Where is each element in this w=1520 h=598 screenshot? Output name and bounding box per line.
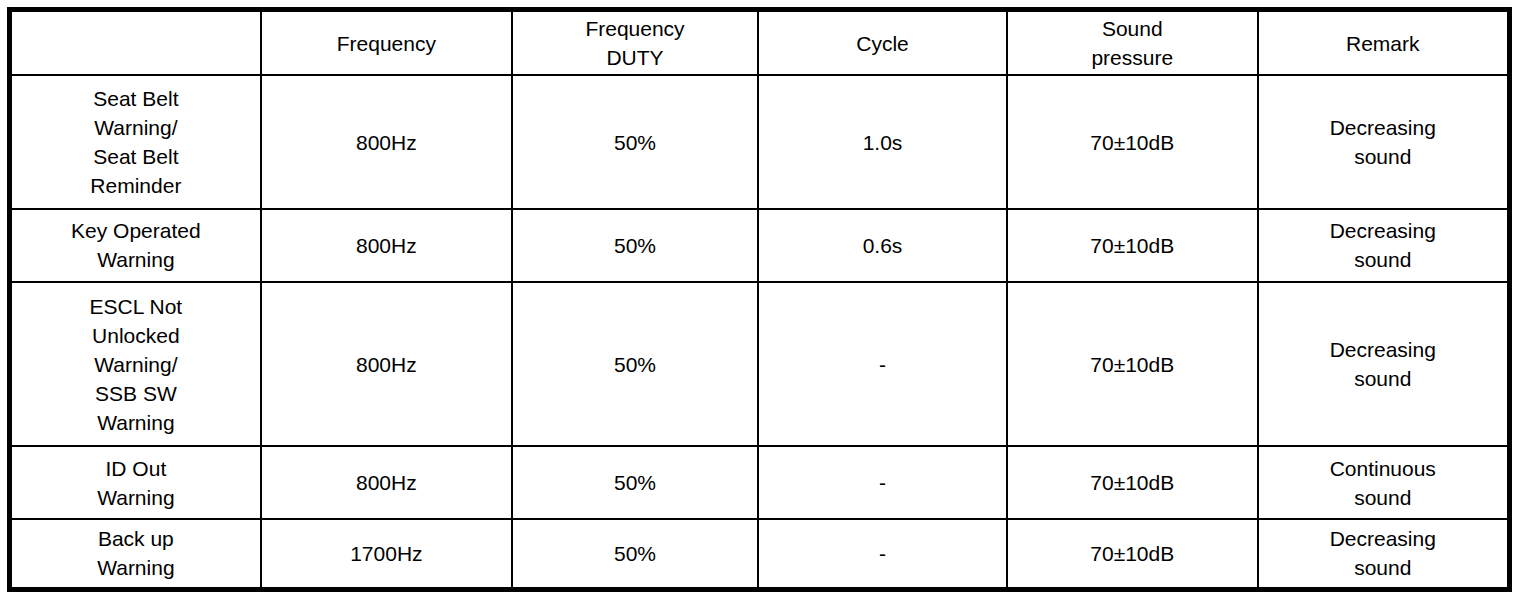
frequency-cell: 800Hz (261, 282, 512, 446)
header-cell-remark: Remark (1258, 10, 1510, 76)
frequency-duty-cell: 50% (512, 519, 758, 590)
row-label-cell: ESCL Not Unlocked Warning/ SSB SW Warnin… (10, 282, 261, 446)
table-row-id-out-warning: ID Out Warning 800Hz 50% - 70±10dB Conti… (10, 446, 1510, 519)
remark-cell: Decreasing sound (1258, 282, 1510, 446)
cycle-cell: - (758, 446, 1007, 519)
remark-cell: Decreasing sound (1258, 519, 1510, 590)
document-page: Frequency Frequency DUTY Cycle Sound pre… (0, 0, 1520, 598)
frequency-cell: 1700Hz (261, 519, 512, 590)
frequency-cell: 800Hz (261, 75, 512, 209)
cycle-cell: - (758, 282, 1007, 446)
cycle-cell: - (758, 519, 1007, 590)
table-row-escl-not-unlocked-warning: ESCL Not Unlocked Warning/ SSB SW Warnin… (10, 282, 1510, 446)
frequency-duty-cell: 50% (512, 75, 758, 209)
header-cell-cycle: Cycle (758, 10, 1007, 76)
frequency-duty-cell: 50% (512, 209, 758, 282)
remark-cell: Decreasing sound (1258, 75, 1510, 209)
row-label-cell: Seat Belt Warning/ Seat Belt Reminder (10, 75, 261, 209)
warning-buzzer-spec-table: Frequency Frequency DUTY Cycle Sound pre… (7, 7, 1512, 592)
table-row-back-up-warning: Back up Warning 1700Hz 50% - 70±10dB Dec… (10, 519, 1510, 590)
row-label-cell: Back up Warning (10, 519, 261, 590)
row-label-cell: ID Out Warning (10, 446, 261, 519)
header-cell-warning-type (10, 10, 261, 76)
sound-pressure-cell: 70±10dB (1007, 209, 1258, 282)
sound-pressure-cell: 70±10dB (1007, 519, 1258, 590)
remark-cell: Decreasing sound (1258, 209, 1510, 282)
frequency-cell: 800Hz (261, 446, 512, 519)
frequency-duty-cell: 50% (512, 282, 758, 446)
header-cell-frequency-duty: Frequency DUTY (512, 10, 758, 76)
header-row: Frequency Frequency DUTY Cycle Sound pre… (10, 10, 1510, 76)
frequency-duty-cell: 50% (512, 446, 758, 519)
header-cell-frequency: Frequency (261, 10, 512, 76)
frequency-cell: 800Hz (261, 209, 512, 282)
sound-pressure-cell: 70±10dB (1007, 75, 1258, 209)
row-label-cell: Key Operated Warning (10, 209, 261, 282)
header-cell-sound-pressure: Sound pressure (1007, 10, 1258, 76)
table-row-key-operated-warning: Key Operated Warning 800Hz 50% 0.6s 70±1… (10, 209, 1510, 282)
remark-cell: Continuous sound (1258, 446, 1510, 519)
cycle-cell: 1.0s (758, 75, 1007, 209)
sound-pressure-cell: 70±10dB (1007, 282, 1258, 446)
cycle-cell: 0.6s (758, 209, 1007, 282)
table-row-seat-belt-warning: Seat Belt Warning/ Seat Belt Reminder 80… (10, 75, 1510, 209)
sound-pressure-cell: 70±10dB (1007, 446, 1258, 519)
